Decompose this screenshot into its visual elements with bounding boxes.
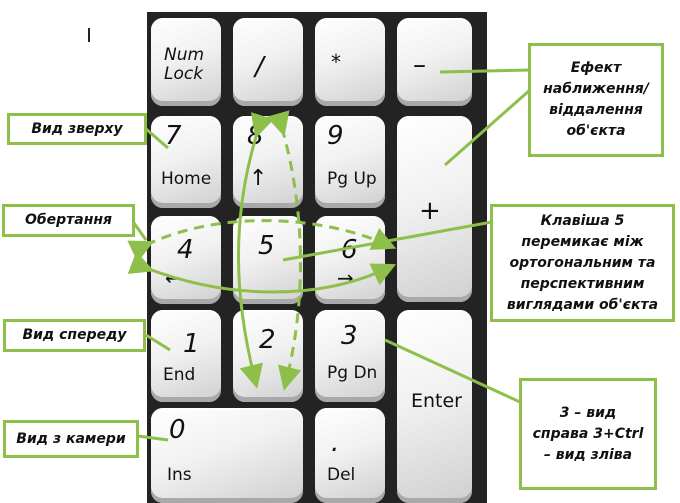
- key-dot-del[interactable]: . Del: [315, 408, 385, 503]
- callout-camera-view: Вид з камери: [3, 420, 139, 458]
- key-enter-label: Enter: [411, 390, 462, 412]
- rotation-vertical-dashed: [266, 110, 302, 391]
- key-end-label: End: [163, 365, 196, 385]
- key-minus[interactable]: –: [397, 18, 472, 106]
- leader-rotation: [132, 222, 148, 241]
- key-1-label: 1: [183, 329, 200, 359]
- rotation-vertical-solid: [237, 112, 274, 389]
- numeric-keypad: Num Lock / * – 7 Home 8 ↑ 9 Pg Up + 4 ← …: [147, 12, 487, 503]
- key-enter[interactable]: Enter: [397, 310, 472, 503]
- key-dot-label: .: [331, 428, 340, 458]
- key-0-label: 0: [169, 415, 186, 445]
- key-asterisk[interactable]: *: [315, 18, 385, 106]
- key-3-pgdn[interactable]: 3 Pg Dn: [315, 310, 385, 402]
- key-9-label: 9: [327, 121, 344, 151]
- key-asterisk-label: *: [331, 50, 341, 74]
- callout-front-view: Вид спереду: [3, 319, 146, 352]
- rotation-horizontal-dashed: [127, 219, 397, 263]
- key-slash[interactable]: /: [233, 18, 303, 106]
- key-7-home[interactable]: 7 Home: [151, 116, 221, 208]
- key-plus[interactable]: +: [397, 116, 472, 302]
- key-1-end[interactable]: 1 End: [151, 310, 221, 402]
- leader-zoom: [439, 68, 531, 74]
- key-7-label: 7: [165, 121, 182, 151]
- text-cursor: [88, 28, 90, 42]
- leader-key5: [282, 220, 493, 262]
- key-ins-label: Ins: [167, 465, 192, 485]
- key-9-pgup[interactable]: 9 Pg Up: [315, 116, 385, 208]
- callout-right-view: 3 – вид справа 3+Ctrl – вид зліва: [519, 378, 657, 490]
- key-0-ins[interactable]: 0 Ins: [151, 408, 303, 503]
- leader-zoom-2: [444, 88, 531, 167]
- key-minus-label: –: [413, 50, 426, 80]
- callout-zoom: Ефект наближення/ віддалення об'єкта: [528, 43, 664, 157]
- leader-front-view: [145, 333, 171, 352]
- key-plus-label: +: [419, 196, 441, 226]
- key-home-label: Home: [161, 169, 212, 189]
- key-pgup-label: Pg Up: [327, 169, 377, 189]
- leader-camera-view: [137, 434, 169, 442]
- key-num-lock[interactable]: Num Lock: [151, 18, 221, 106]
- key-slash-label: /: [255, 52, 264, 82]
- callout-top-view: Вид зверху: [7, 113, 147, 145]
- key-3-label: 3: [341, 321, 358, 351]
- key-num-lock-label: Num Lock: [164, 45, 205, 84]
- key-del-label: Del: [327, 465, 356, 485]
- key-pgdn-label: Pg Dn: [327, 363, 378, 383]
- callout-rotation: Обертання: [2, 204, 135, 237]
- rotation-horizontal-solid: [127, 251, 397, 294]
- leader-top-view: [145, 127, 169, 150]
- leader-right-view: [384, 338, 521, 404]
- callout-key5: Клавіша 5 перемикає між ортогональним та…: [490, 204, 675, 322]
